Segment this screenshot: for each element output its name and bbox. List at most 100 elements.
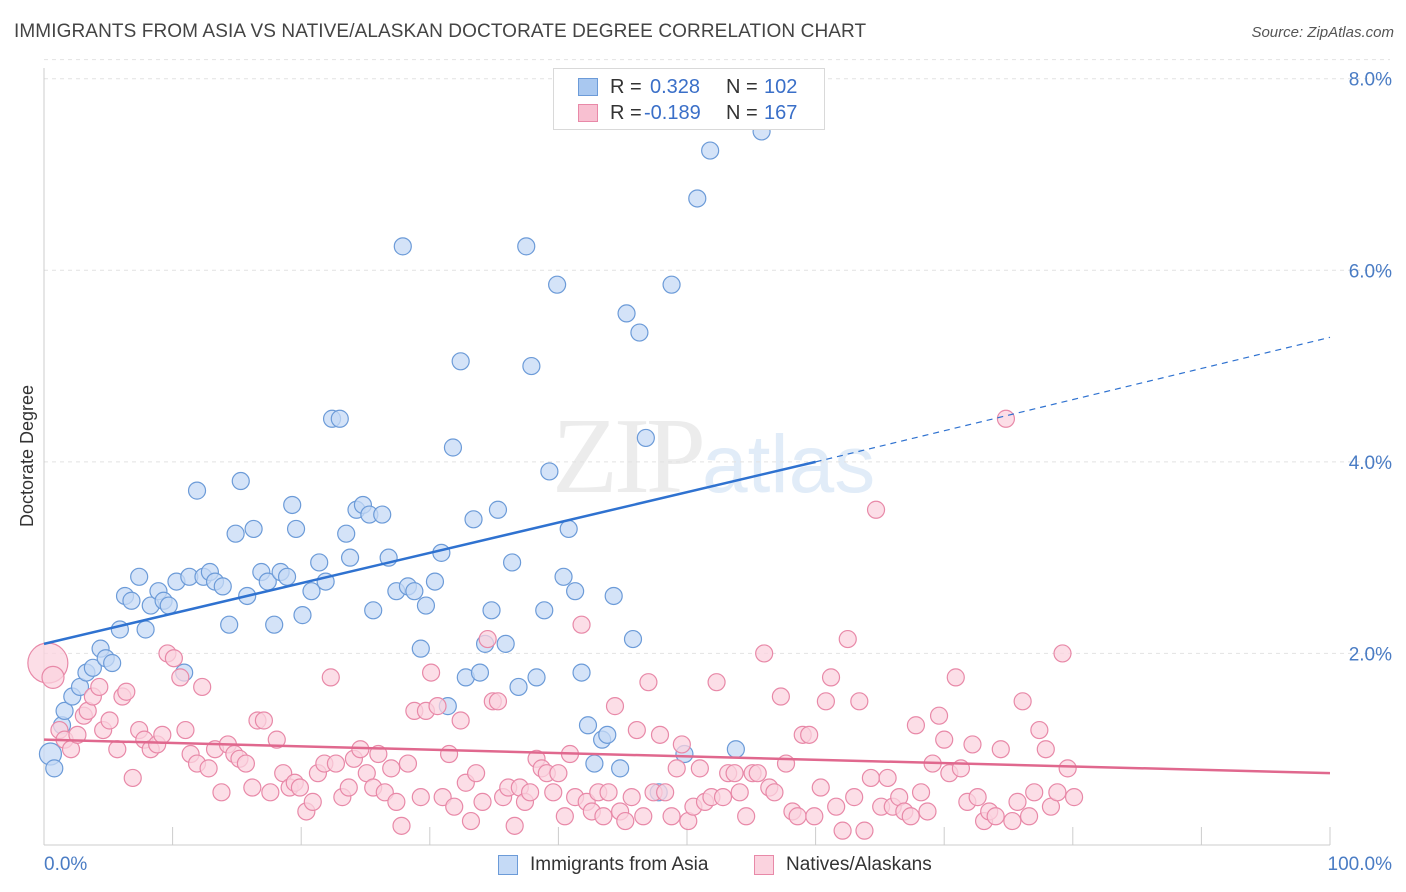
data-point: [130, 567, 149, 586]
bottom-legend-label-natives: Natives/Alaskans: [786, 854, 932, 875]
data-point: [321, 668, 340, 687]
data-point: [527, 668, 546, 687]
data-point: [1064, 788, 1084, 807]
data-point: [630, 323, 649, 342]
data-point: [451, 711, 470, 730]
data-point: [771, 687, 790, 706]
bottom-legend-natives: Natives/Alaskans: [754, 852, 932, 878]
data-point: [261, 783, 280, 802]
chart-title: IMMIGRANTS FROM ASIA VS NATIVE/ALASKAN D…: [14, 21, 867, 42]
data-point: [164, 649, 183, 668]
bottom-legend-swatch-asia: [498, 855, 518, 875]
data-point: [41, 665, 65, 689]
data-point: [861, 768, 880, 788]
legend-n-value: 167: [764, 101, 798, 124]
data-point: [187, 481, 207, 500]
data-point: [634, 807, 653, 826]
data-point: [286, 519, 306, 539]
data-point: [428, 697, 447, 716]
data-point: [765, 783, 784, 802]
watermark: ZIPatlas: [552, 395, 875, 519]
data-point: [572, 615, 591, 634]
data-point: [405, 582, 424, 601]
data-point: [267, 730, 286, 749]
legend-n-label: N =: [726, 75, 758, 98]
data-point: [461, 811, 481, 831]
data-point: [548, 275, 567, 294]
data-point: [398, 754, 418, 773]
data-point: [838, 629, 857, 649]
data-point: [199, 759, 218, 778]
axes: [43, 68, 1330, 846]
data-point: [108, 740, 127, 759]
x-axis-ticks: [43, 827, 1331, 845]
data-point: [667, 759, 686, 778]
data-point: [636, 428, 655, 448]
data-point: [193, 677, 212, 697]
data-point: [701, 141, 720, 160]
data-point: [382, 759, 401, 778]
bottom-legend-asia: Immigrants from Asia: [498, 852, 708, 878]
data-point: [946, 668, 965, 687]
data-point: [688, 189, 707, 208]
data-point: [290, 778, 310, 797]
data-point: [1048, 783, 1067, 802]
data-point: [310, 553, 329, 572]
data-point: [212, 783, 231, 802]
data-point: [549, 764, 568, 783]
data-point: [639, 673, 658, 692]
series-natives-alaskans: [27, 409, 1084, 840]
data-point: [991, 740, 1010, 759]
data-point: [935, 730, 954, 749]
data-point: [850, 692, 869, 711]
data-point: [800, 725, 819, 744]
data-point: [136, 620, 155, 639]
data-point: [866, 500, 886, 519]
data-point: [45, 759, 64, 778]
trend-line-asia-extension: [815, 336, 1331, 463]
data-point: [416, 596, 436, 615]
data-point: [1058, 759, 1077, 778]
data-point: [522, 356, 541, 376]
data-point: [337, 524, 356, 543]
legend-r-label: R =: [610, 101, 642, 124]
data-point: [713, 788, 733, 807]
data-point: [559, 519, 578, 539]
data-point: [986, 807, 1005, 826]
data-point: [617, 304, 636, 323]
bottom-legend-label-asia: Immigrants from Asia: [530, 854, 709, 875]
data-point: [303, 792, 322, 811]
data-point: [1053, 644, 1072, 663]
data-point: [788, 807, 807, 826]
legend-row-asia: R = 0.328 N = 102: [578, 75, 797, 99]
trend-lines: [43, 336, 1331, 775]
data-point: [123, 768, 142, 788]
legend-row-natives: R = -0.189 N = 167: [578, 101, 797, 125]
legend-r-value: 0.328: [650, 75, 701, 98]
series-immigrants-from-asia: [38, 88, 823, 802]
data-point: [488, 500, 508, 519]
data-point: [845, 788, 864, 807]
data-point: [326, 754, 346, 773]
data-point: [83, 658, 102, 677]
data-point: [1030, 720, 1049, 740]
legend-n-label: N =: [726, 101, 758, 124]
data-point: [707, 673, 726, 692]
data-point: [748, 764, 767, 783]
data-point: [220, 615, 239, 634]
data-point: [599, 783, 618, 802]
data-point: [662, 275, 681, 294]
legend-n-value: 102: [764, 75, 798, 98]
data-point: [690, 759, 709, 778]
data-point: [265, 615, 284, 634]
data-point: [103, 653, 122, 673]
data-point: [540, 462, 559, 481]
data-point: [554, 567, 573, 586]
data-point: [55, 701, 74, 721]
data-point: [439, 744, 459, 764]
data-point: [117, 682, 136, 701]
data-point: [283, 495, 302, 515]
data-point: [176, 720, 195, 740]
data-point: [1013, 692, 1032, 711]
